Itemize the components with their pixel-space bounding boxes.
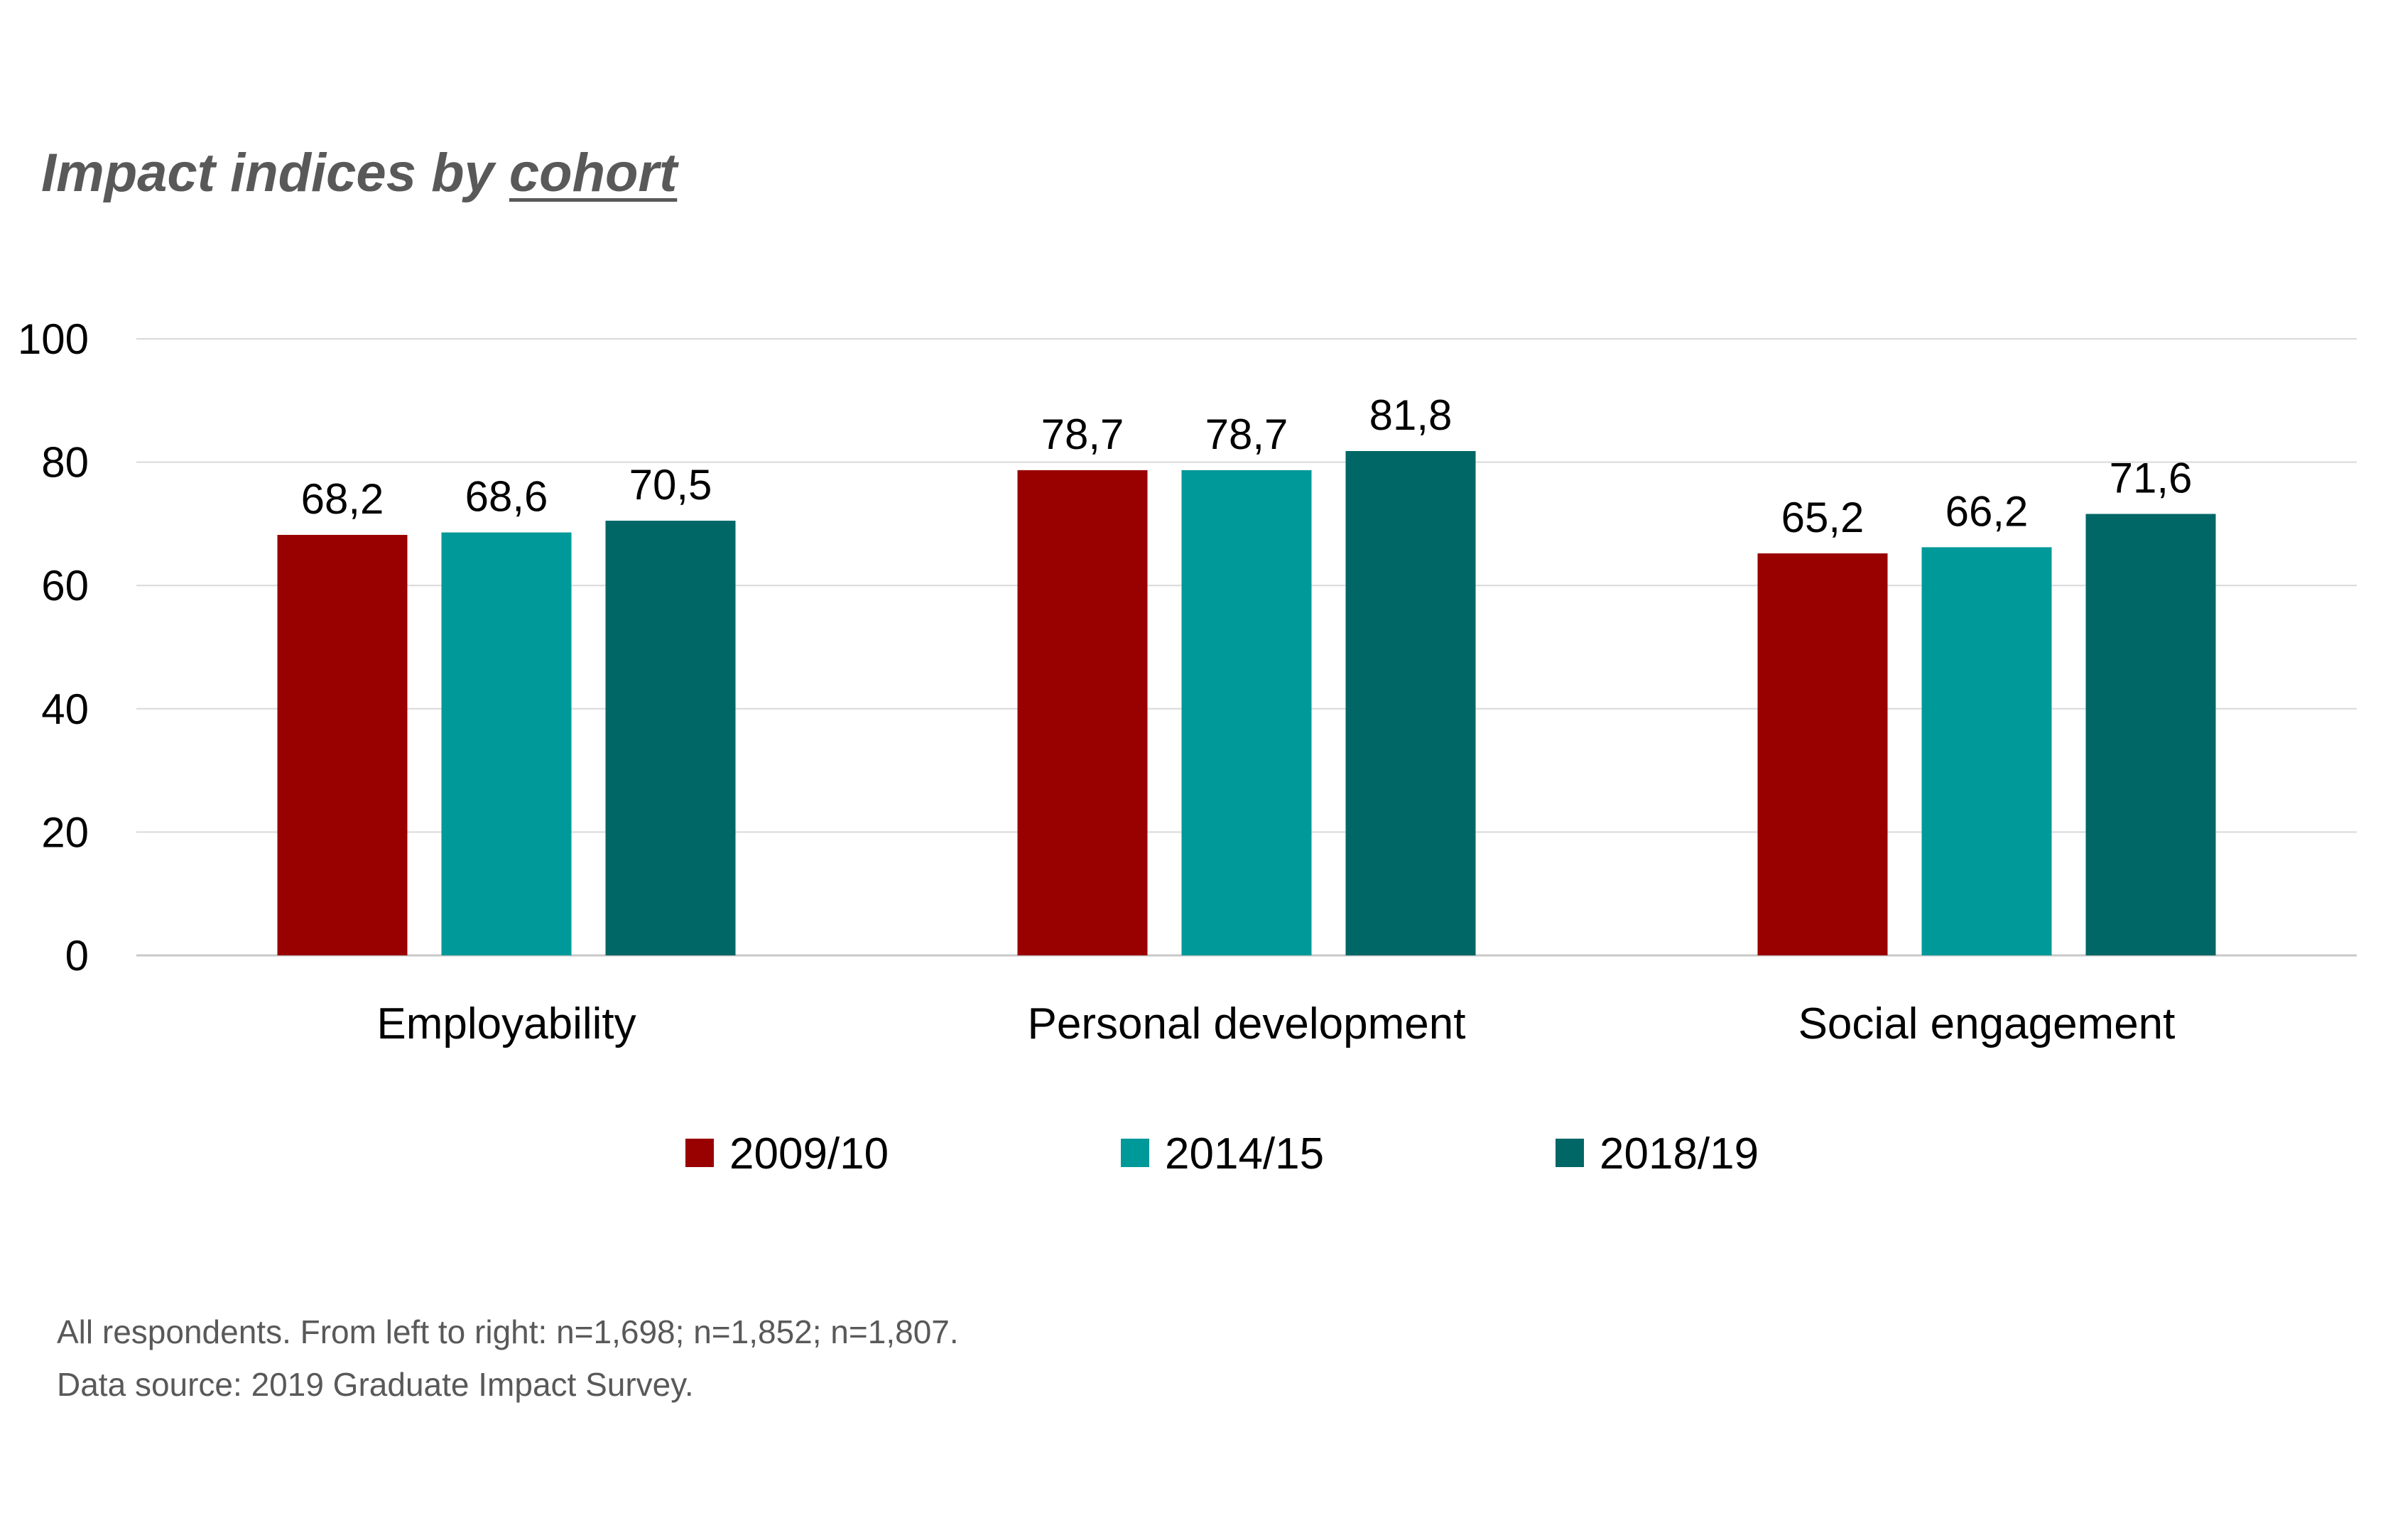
chart-notes: All respondents. From left to right: n=1… [57,1306,959,1411]
legend-swatch-2014-15 [1121,1139,1149,1167]
data-label: 65,2 [1781,494,1864,541]
data-label: 71,6 [2110,455,2193,502]
bar-2018-19-0 [605,521,736,955]
y-axis-ticks: 0 20 40 60 80 100 [18,315,89,980]
bar-2014-15-1 [1181,470,1312,955]
bars [277,450,2216,955]
x-category-label: Personal development [1028,999,1466,1048]
legend: 2009/10 2014/15 2018/19 [685,1129,1759,1178]
notes-line-respondents: All respondents. From left to right: n=1… [57,1313,959,1350]
chart-title-underlined: cohort [509,143,678,203]
y-tick-label: 60 [41,562,89,609]
bar-2018-19-1 [1345,450,1476,955]
data-label: 81,8 [1369,391,1453,439]
chart-title-main: Impact indices by [41,143,509,203]
x-category-label: Employability [376,999,636,1048]
legend-swatch-2018-19 [1556,1139,1584,1167]
bar-2009-10-2 [1757,553,1888,955]
data-label: 66,2 [1945,487,2029,535]
bar-2014-15-0 [441,532,572,955]
legend-label: 2018/19 [1600,1129,1759,1178]
chart-title: Impact indices by cohort [41,142,677,204]
data-label: 68,2 [301,475,384,523]
bar-2014-15-2 [1921,547,2052,955]
data-label: 70,5 [629,461,712,509]
bar-chart: 0 20 40 60 80 100 68,2 68,6 70,5 78,7 78,7 81,8 65,… [18,315,2357,1178]
legend-label: 2014/15 [1165,1129,1324,1178]
y-tick-label: 0 [65,932,89,980]
y-tick-label: 100 [18,315,89,363]
bar-2018-19-2 [2085,514,2216,955]
data-label: 78,7 [1041,411,1124,458]
data-label: 78,7 [1205,411,1288,458]
y-tick-label: 80 [41,439,89,487]
x-category-label: Social engagement [1798,999,2176,1048]
notes-line-source: Data source: 2019 Graduate Impact Survey… [57,1366,694,1403]
bar-2009-10-1 [1017,470,1148,955]
data-label: 68,6 [465,473,548,521]
y-tick-label: 40 [41,685,89,733]
bar-2009-10-0 [277,535,408,955]
data-labels: 68,2 68,6 70,5 78,7 78,7 81,8 65,2 66,2 71,6 [301,391,2193,541]
legend-label: 2009/10 [729,1129,889,1178]
legend-swatch-2009-10 [685,1139,714,1167]
y-tick-label: 20 [41,808,89,856]
x-axis-categories: Employability Personal development Social … [376,999,2175,1048]
